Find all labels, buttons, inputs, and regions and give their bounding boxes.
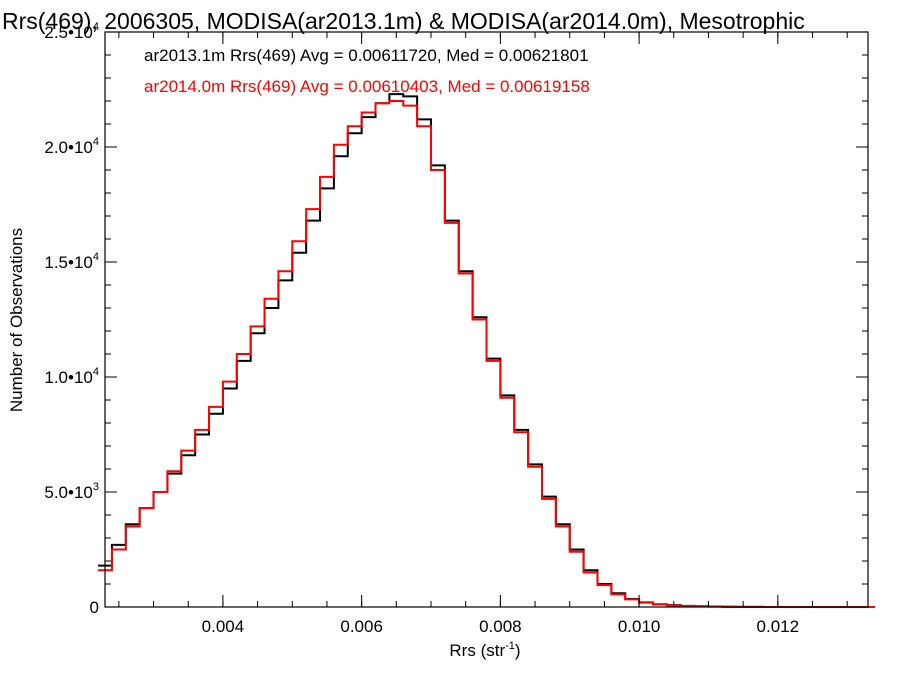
x-axis-label-close: ) <box>515 641 521 660</box>
x-tick-label: 0.004 <box>202 617 245 636</box>
tick-layer: 0.004 0.006 0.008 0.010 0.012 0 5.0•103 1.0•104… <box>44 21 868 636</box>
y-tick-label: 1.5•104 <box>44 251 99 272</box>
y-tick-label: 1.0•104 <box>44 366 99 387</box>
plot-frame <box>104 31 869 608</box>
chart-title: Rrs(469), 2006305, MODISA(ar2013.1m) & M… <box>2 8 805 34</box>
series-layer <box>98 93 875 608</box>
x-tick-label: 0.012 <box>757 617 800 636</box>
x-axis-label: Rrs (str-1) <box>449 640 520 660</box>
y-axis-label: Number of Observations <box>7 228 26 412</box>
y-tick-label: 2.5•104 <box>44 21 99 42</box>
x-tick-label: 0.010 <box>618 617 661 636</box>
y-axis-label-text: Number of Observations <box>7 228 26 412</box>
legend-entry-ar2014: ar2014.0m Rrs(469) Avg = 0.00610403, Med… <box>144 77 590 96</box>
x-axis-label-main: Rrs (str <box>449 641 505 660</box>
x-axis-label-superscript: -1 <box>505 640 515 652</box>
series-line-1 <box>98 100 875 608</box>
y-tick-label: 0 <box>90 598 99 617</box>
x-tick-label: 0.008 <box>479 617 522 636</box>
legend: ar2013.1m Rrs(469) Avg = 0.00611720, Med… <box>144 46 590 96</box>
y-tick-label: 5.0•103 <box>44 481 99 502</box>
x-tick-label: 0.006 <box>340 617 383 636</box>
legend-entry-ar2013: ar2013.1m Rrs(469) Avg = 0.00611720, Med… <box>144 46 589 65</box>
y-tick-label: 2.0•104 <box>44 136 99 157</box>
